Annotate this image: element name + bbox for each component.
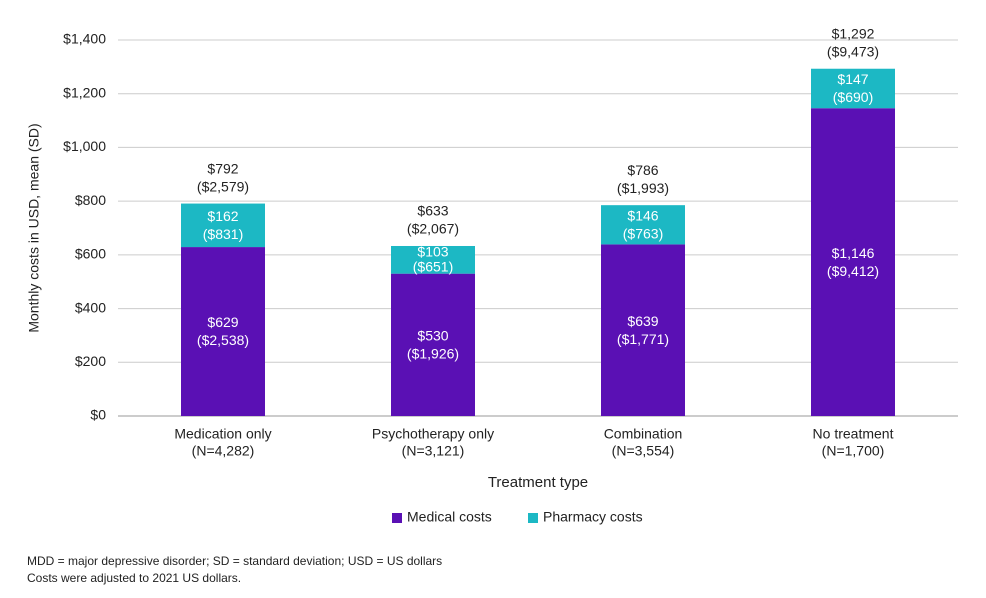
data-label-pharmacy: $162: [207, 208, 238, 224]
x-axis-title: Treatment type: [488, 474, 588, 491]
y-tick-label: $200: [75, 353, 106, 369]
data-label-total: $792: [207, 160, 238, 176]
bar-pharmacy-costs: [391, 245, 475, 274]
data-label-medical: $639: [627, 313, 658, 329]
x-tick-label: Medication only: [174, 426, 271, 442]
data-label-pharmacy-sd: ($651): [413, 259, 453, 275]
legend-swatch: [392, 513, 402, 523]
footnote-adjustment: Costs were adjusted to 2021 US dollars.: [27, 571, 242, 585]
data-label-pharmacy: $147: [837, 71, 868, 87]
x-tick-label-n: (N=3,121): [402, 443, 465, 459]
data-label-medical-sd: ($1,771): [617, 331, 669, 347]
bar-pharmacy-costs: [181, 203, 265, 248]
data-label-medical: $629: [207, 314, 238, 330]
data-label-medical-sd: ($1,926): [407, 346, 459, 362]
bar-medical-costs: [601, 244, 685, 416]
y-tick-label: $0: [90, 407, 106, 423]
x-tick-label: Psychotherapy only: [372, 426, 494, 442]
x-tick-label: Combination: [604, 426, 683, 442]
legend-medical-costs: Medical costs: [407, 509, 492, 525]
x-tick-label: No treatment: [813, 426, 894, 442]
data-label-total: $786: [627, 162, 658, 178]
data-label-pharmacy-sd: ($831): [203, 226, 243, 242]
bar-pharmacy-costs: [811, 68, 895, 109]
data-label-total: $1,292: [832, 25, 875, 41]
legend-swatch: [528, 513, 538, 523]
data-label-medical: $530: [417, 328, 448, 344]
data-label-medical-sd: ($9,412): [827, 263, 879, 279]
legend-pharmacy-costs: Pharmacy costs: [543, 509, 643, 525]
data-label-total-sd: ($2,579): [197, 178, 249, 194]
data-label-pharmacy: $103: [417, 244, 448, 260]
bar-medical-costs: [811, 108, 895, 417]
data-label-medical-sd: ($2,538): [197, 332, 249, 348]
data-label-pharmacy: $146: [627, 207, 658, 223]
y-tick-label: $1,000: [63, 138, 106, 154]
bar-medical-costs: [181, 247, 265, 416]
data-label-pharmacy-sd: ($690): [833, 89, 873, 105]
footnote-abbreviations: MDD = major depressive disorder; SD = st…: [27, 554, 443, 568]
y-tick-label: $600: [75, 246, 106, 262]
x-tick-label-n: (N=3,554): [612, 443, 675, 459]
data-label-total-sd: ($2,067): [407, 221, 459, 237]
data-label-total: $633: [417, 203, 448, 219]
y-tick-label: $400: [75, 299, 106, 315]
data-label-total-sd: ($1,993): [617, 180, 669, 196]
y-tick-label: $1,200: [63, 84, 106, 100]
x-tick-label-n: (N=4,282): [192, 443, 255, 459]
y-tick-label: $1,400: [63, 31, 106, 47]
data-label-pharmacy-sd: ($763): [623, 225, 663, 241]
bar-pharmacy-costs: [601, 205, 685, 245]
bar-medical-costs: [391, 273, 475, 416]
data-label-total-sd: ($9,473): [827, 43, 879, 59]
x-tick-label-n: (N=1,700): [822, 443, 885, 459]
y-axis-title: Monthly costs in USD, mean (SD): [26, 123, 42, 332]
data-label-medical: $1,146: [832, 245, 875, 261]
y-tick-label: $800: [75, 192, 106, 208]
